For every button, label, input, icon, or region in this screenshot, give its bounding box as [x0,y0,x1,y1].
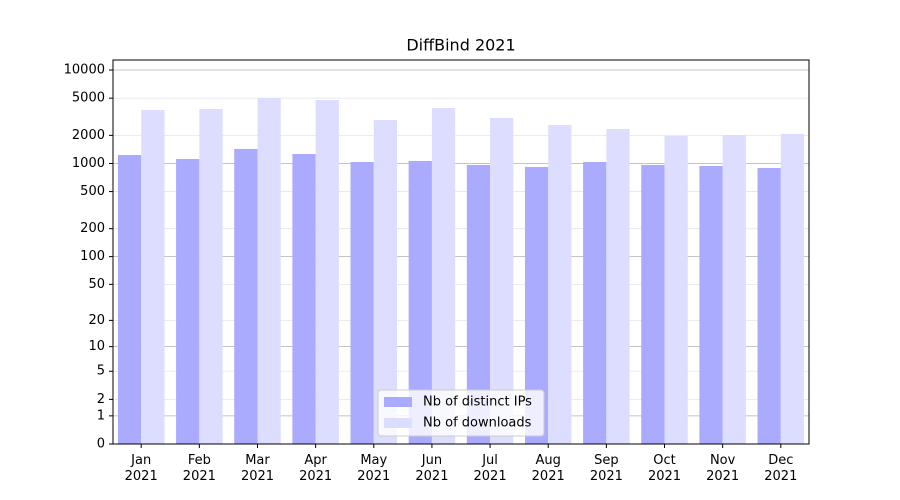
x-tick-label: Jul 2021 [473,453,507,484]
bar [350,162,374,444]
plot-frame [112,59,810,445]
x-tick-label: Jan 2021 [124,453,158,484]
x-tick-label: Feb 2021 [182,453,216,484]
bar [606,128,630,444]
legend-swatch [384,418,412,428]
y-tick-label: 0 [97,437,105,452]
y-tick-label: 100 [80,249,105,264]
bar [315,100,339,444]
bar [199,108,223,445]
bar [583,162,607,444]
x-tick-label: Dec 2021 [764,453,798,484]
legend-swatch [384,397,412,407]
bar [176,158,200,444]
bar [490,117,514,444]
bar [780,133,805,444]
y-tick-label: 1000 [72,156,105,171]
y-tick-label: 2 [97,392,105,407]
x-tick-label: Aug 2021 [531,453,565,484]
y-tick-label: 5 [97,364,105,379]
bar [234,148,258,444]
x-tick-label: Mar 2021 [240,453,275,484]
bar [548,125,572,444]
y-tick-label: 5000 [72,91,105,106]
legend-label: Nb of distinct IPs [423,395,532,410]
x-tick-label: Nov 2021 [706,453,740,484]
bar [466,164,491,444]
y-tick-label: 20 [88,313,105,328]
bar [641,164,665,444]
bar [664,135,688,445]
x-tick-label: Oct 2021 [647,453,682,484]
y-tick-label: 500 [80,184,105,199]
x-tick-label: Jun 2021 [415,453,449,484]
bar [257,98,281,444]
y-tick-label: 10 [88,339,105,354]
legend-box [377,389,545,437]
bar [757,167,781,444]
legend: Nb of distinct IPs Nb of downloads [377,389,545,437]
y-tick-label: 10000 [64,63,105,78]
bar [699,165,723,444]
bar [141,110,165,444]
x-tick-label: May 2021 [357,453,391,484]
y-tick-label: 50 [88,277,105,292]
y-tick-label: 1 [97,408,105,423]
bar [408,160,432,444]
bar [117,154,142,444]
bar [431,107,456,445]
bar [524,166,549,444]
legend-label: Nb of downloads [423,416,532,431]
bar [373,119,398,444]
y-tick-label: 2000 [72,128,105,143]
bar [292,153,316,444]
y-tick-label: 200 [80,221,105,236]
x-tick-label: Sep 2021 [589,453,623,484]
x-tick-label: Apr 2021 [299,453,333,484]
bar [722,134,746,444]
chart-title: DiffBind 2021 [406,36,515,55]
